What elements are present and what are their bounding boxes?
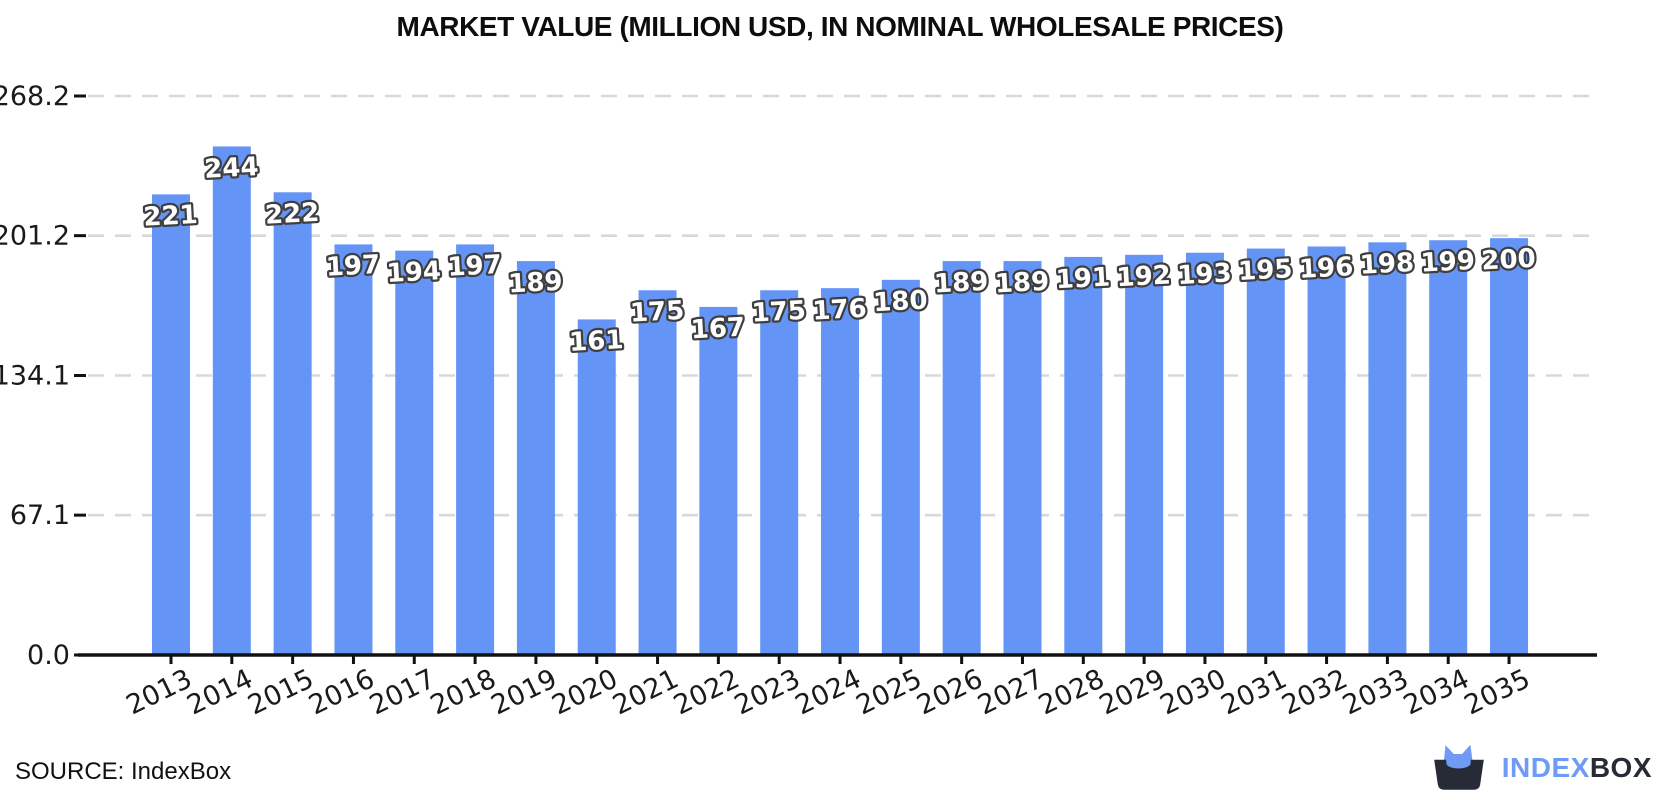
logo-text-box: BOX xyxy=(1589,752,1652,783)
bar xyxy=(1003,261,1042,655)
bar xyxy=(395,250,434,655)
bar xyxy=(942,261,981,655)
bar-value-label: 244 xyxy=(204,152,260,185)
bar-value-label: 194 xyxy=(386,256,442,289)
bar-value-label: 167 xyxy=(690,313,746,346)
bar-value-label: 195 xyxy=(1237,254,1293,287)
indexbox-logo: INDEXBOX xyxy=(1428,742,1652,794)
bar-value-label: 193 xyxy=(1177,258,1233,291)
bar xyxy=(821,288,860,655)
y-tick-label: 268.2 xyxy=(0,81,70,112)
bar xyxy=(334,244,373,655)
bar xyxy=(699,306,738,655)
logo-text-index: INDEX xyxy=(1501,752,1590,783)
bar xyxy=(1490,238,1529,655)
bar xyxy=(760,290,799,655)
bar-value-label: 198 xyxy=(1359,248,1415,281)
bar-value-label: 197 xyxy=(325,250,381,283)
y-tick-label: 134.1 xyxy=(0,361,70,392)
bar xyxy=(1246,248,1285,655)
y-tick-label: 0.0 xyxy=(27,640,70,671)
bar-value-label: 199 xyxy=(1420,246,1476,279)
logo-wordmark: INDEXBOX xyxy=(1502,752,1652,784)
bar-value-label: 189 xyxy=(508,267,564,300)
y-tick-label: 201.2 xyxy=(0,221,70,252)
bar-value-label: 221 xyxy=(143,200,199,233)
bar xyxy=(1429,240,1468,655)
bar-value-label: 189 xyxy=(994,267,1050,300)
bar xyxy=(273,192,312,655)
bar xyxy=(577,319,616,655)
bar xyxy=(1307,246,1346,656)
bar xyxy=(212,146,251,656)
bar xyxy=(1064,256,1103,655)
bar-value-label: 192 xyxy=(1116,260,1172,293)
bar-value-label: 176 xyxy=(812,294,868,327)
bar xyxy=(638,290,677,655)
bar-value-label: 196 xyxy=(1298,252,1354,285)
y-tick-label: 67.1 xyxy=(10,500,70,531)
bar xyxy=(1185,252,1224,656)
bar xyxy=(881,279,920,655)
bar xyxy=(516,261,555,655)
bar-value-label: 200 xyxy=(1481,244,1537,277)
bar-value-label: 175 xyxy=(751,296,807,329)
x-tick-label: 2035 xyxy=(1460,663,1535,721)
bar xyxy=(456,244,495,655)
bar-value-label: 175 xyxy=(629,296,685,329)
chart-title: MARKET VALUE (MILLION USD, IN NOMINAL WH… xyxy=(396,11,1284,42)
bar-value-label: 197 xyxy=(447,250,503,283)
bar xyxy=(1125,254,1164,655)
bar xyxy=(1368,242,1407,655)
bar-value-label: 161 xyxy=(568,325,624,358)
bar-value-label: 180 xyxy=(873,285,929,318)
indexbox-logo-icon xyxy=(1433,744,1484,790)
source-note: SOURCE: IndexBox xyxy=(15,758,232,785)
bar-value-label: 222 xyxy=(264,198,320,231)
bar xyxy=(152,194,190,656)
bar-value-label: 191 xyxy=(1055,263,1111,296)
bar-value-label: 189 xyxy=(933,267,989,300)
